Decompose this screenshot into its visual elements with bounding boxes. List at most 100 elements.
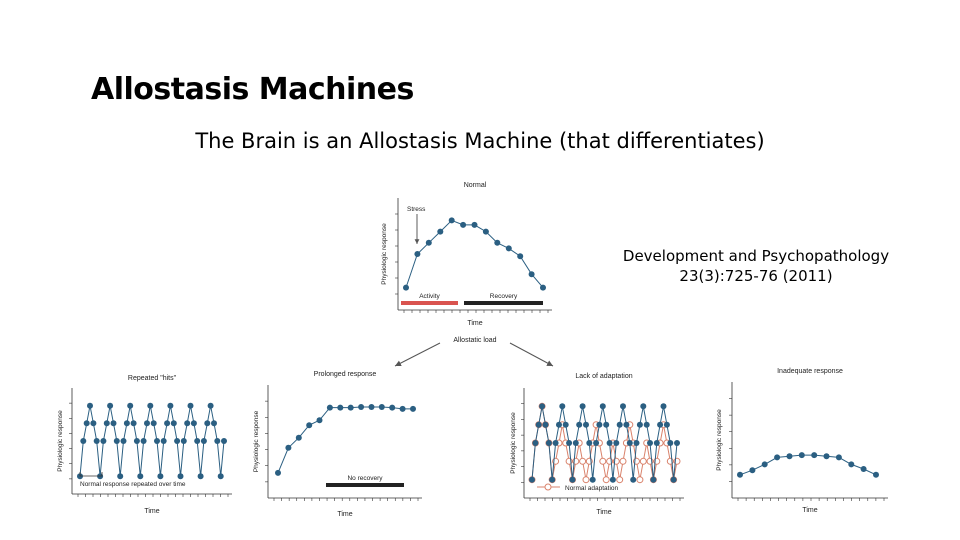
data-point: [542, 421, 549, 428]
data-point: [606, 440, 613, 446]
data-point: [221, 438, 227, 444]
data-point: [378, 404, 385, 410]
data-point: [164, 420, 171, 427]
y-axis-label: Physiologic response: [510, 412, 517, 474]
phase-bar: [401, 301, 458, 305]
data-point: [749, 467, 756, 474]
x-axis-label: Time: [802, 507, 817, 514]
x-axis-label: Time: [337, 511, 352, 518]
data-point: [214, 438, 221, 444]
data-point: [660, 403, 667, 410]
citation-reference: 23(3):725-76 (2011): [679, 267, 833, 285]
data-point: [640, 403, 647, 410]
data-point: [368, 404, 375, 410]
data-point: [194, 438, 201, 444]
data-point: [643, 421, 650, 428]
data-point: [552, 440, 559, 446]
data-point: [174, 438, 181, 444]
data-point: [80, 438, 87, 444]
chart-panel-2: Repeated "hits" Time Physiologic response: [57, 375, 232, 515]
data-point: [190, 420, 197, 427]
data-point: [761, 461, 768, 468]
data-point: [211, 420, 217, 427]
data-point: [150, 420, 157, 427]
data-point: [613, 440, 620, 446]
data-point: [110, 420, 117, 427]
y-axis-label: Physiologic response: [381, 223, 388, 285]
data-point: [137, 473, 144, 480]
data-point: [437, 228, 444, 235]
data-point: [539, 403, 546, 410]
data-point: [140, 438, 147, 444]
data-point: [147, 402, 154, 409]
chart-panel-5: Inadequate response Time Physiologic respo…: [716, 368, 888, 514]
data-point: [737, 471, 743, 478]
data-point: [117, 473, 124, 480]
data-point: [811, 452, 818, 459]
data-point: [599, 403, 606, 410]
data-point: [358, 404, 365, 410]
x-axis-label: Time: [144, 508, 159, 515]
data-point: [337, 404, 344, 411]
data-point: [860, 466, 867, 472]
data-point: [517, 253, 524, 260]
data-point-open: [599, 457, 607, 465]
data-point: [545, 440, 552, 446]
data-point: [295, 434, 302, 441]
data-point: [471, 221, 478, 228]
data-point: [786, 453, 793, 460]
data-point: [93, 438, 100, 444]
data-point: [569, 476, 576, 483]
data-point: [549, 476, 556, 483]
data-point: [848, 461, 855, 468]
data-point: [633, 440, 640, 446]
data-point: [620, 403, 626, 410]
data-point-open: [639, 457, 647, 465]
data-point: [275, 469, 281, 476]
chart-title: Prolonged response: [314, 371, 377, 378]
repeated-hits-caption: Normal response repeated over time: [80, 481, 186, 488]
data-point: [589, 476, 596, 483]
series-line: [405, 219, 544, 288]
data-point: [217, 473, 224, 480]
y-axis-label: Physiologic response: [716, 409, 723, 471]
data-point: [184, 420, 191, 427]
data-point: [532, 440, 539, 446]
data-point: [559, 403, 566, 410]
data-point: [157, 473, 164, 480]
data-point: [204, 420, 211, 427]
data-point: [653, 440, 660, 446]
phase-bar: [464, 301, 543, 305]
data-point: [873, 471, 879, 478]
series-line: [739, 454, 877, 476]
data-point: [674, 440, 680, 446]
chart-panel-1: Normal Time Physiologic response Activity Re…: [381, 182, 552, 327]
data-point: [823, 453, 830, 460]
chart-title: Repeated "hits": [128, 375, 177, 382]
data-point: [100, 438, 107, 444]
chart-panel-4: Lack of adaptation Time Physiologic respon…: [510, 373, 684, 516]
phase-bar-label: Recovery: [490, 293, 518, 300]
data-point: [177, 473, 184, 480]
x-axis-label: Time: [596, 509, 611, 516]
data-point: [494, 239, 501, 246]
data-point: [583, 421, 589, 428]
data-point: [572, 440, 579, 446]
y-axis-label: Physiologic response: [57, 410, 64, 472]
data-point: [306, 422, 313, 429]
data-point: [127, 402, 134, 409]
data-point: [167, 402, 174, 409]
slide-title: Allostasis Machines: [91, 72, 414, 107]
chart-title: Lack of adaptation: [575, 373, 632, 380]
data-point: [83, 420, 90, 427]
data-point: [663, 421, 670, 428]
data-point-open: [582, 476, 590, 484]
data-point: [798, 452, 805, 459]
data-point: [170, 420, 177, 427]
data-point-open: [616, 476, 624, 484]
data-point: [593, 440, 600, 446]
data-point: [90, 420, 97, 427]
data-point: [399, 405, 406, 412]
data-point: [529, 476, 535, 483]
data-point-open: [602, 476, 610, 484]
